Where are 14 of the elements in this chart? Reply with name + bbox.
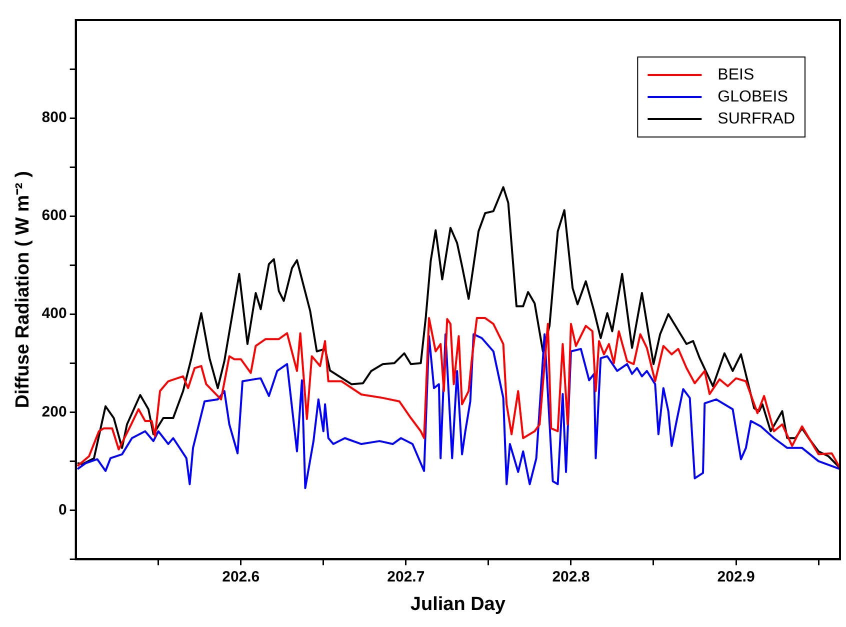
x-tick-label: 202.9 xyxy=(717,568,755,586)
y-tick-label: 0 xyxy=(58,501,67,518)
y-tick-label: 200 xyxy=(42,403,67,420)
x-tick-label: 202.7 xyxy=(387,568,425,586)
x-tick-label: 202.6 xyxy=(222,568,260,586)
y-axis-title: Diffuse Radiation ( W m⁻² ) xyxy=(12,171,34,408)
legend-label: GLOBEIS xyxy=(718,88,788,106)
x-axis-title: Julian Day xyxy=(410,594,506,615)
legend-label: SURFRAD xyxy=(718,110,796,128)
y-tick-label: 800 xyxy=(42,109,67,126)
x-tick-label: 202.8 xyxy=(552,568,590,586)
y-tick-label: 600 xyxy=(42,207,67,224)
legend-label: BEIS xyxy=(718,66,754,84)
y-tick-label: 400 xyxy=(42,305,67,322)
